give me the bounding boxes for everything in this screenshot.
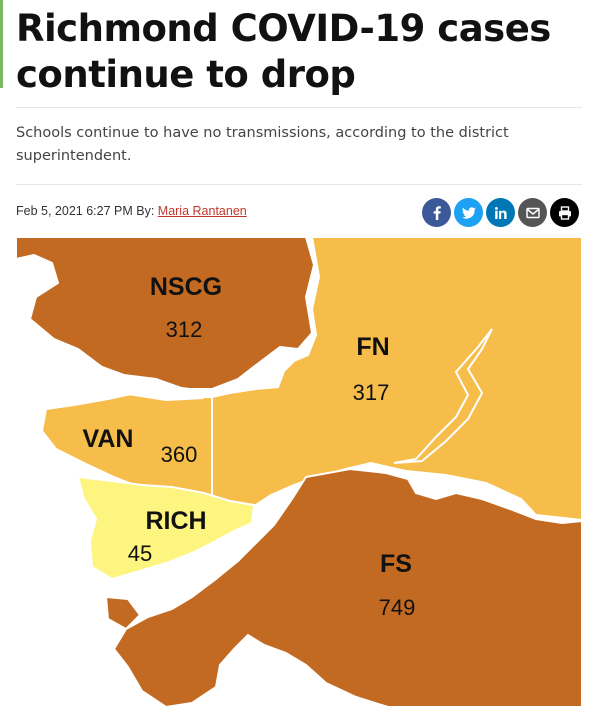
linkedin-share-button[interactable] <box>486 198 515 227</box>
article-headline: Richmond COVID-19 cases continue to drop <box>16 7 551 96</box>
linkedin-icon <box>494 206 507 219</box>
print-icon <box>558 205 571 220</box>
region-value-rich: 45 <box>128 541 152 566</box>
divider <box>16 184 582 185</box>
region-label-van: VAN <box>83 425 134 453</box>
twitter-share-button[interactable] <box>454 198 483 227</box>
region-label-nscg: NSCG <box>150 273 222 301</box>
water-channel <box>412 475 452 497</box>
divider <box>16 107 582 108</box>
accent-strip <box>0 0 3 88</box>
email-icon <box>525 207 540 218</box>
author-link[interactable]: Maria Rantanen <box>157 204 247 218</box>
region-fn <box>211 237 582 522</box>
facebook-icon <box>433 205 441 220</box>
region-label-rich: RICH <box>145 507 206 535</box>
region-nscg <box>16 237 316 390</box>
publish-date: Feb 5, 2021 6:27 PM <box>16 204 133 218</box>
region-label-fs: FS <box>380 550 412 578</box>
region-value-nscg: 312 <box>166 317 203 342</box>
byline: Feb 5, 2021 6:27 PM By: Maria Rantanen <box>16 204 247 218</box>
region-rich <box>76 475 256 581</box>
region-value-fs: 749 <box>379 595 416 620</box>
share-buttons <box>422 198 579 227</box>
facebook-share-button[interactable] <box>422 198 451 227</box>
region-fs <box>104 467 582 707</box>
map-labels: NSCG 312 FN 317 VAN 360 RICH 45 FS 749 <box>83 273 416 620</box>
region-value-fn: 317 <box>353 380 390 405</box>
region-map: NSCG 312 FN 317 VAN 360 RICH 45 FS 749 <box>16 237 582 707</box>
region-label-fn: FN <box>356 333 389 361</box>
article-subheadline: Schools continue to have no transmission… <box>16 125 509 164</box>
email-share-button[interactable] <box>518 198 547 227</box>
twitter-icon <box>461 206 476 219</box>
print-button[interactable] <box>550 198 579 227</box>
region-value-van: 360 <box>161 442 198 467</box>
water-inlet <box>128 377 204 401</box>
by-label: By: <box>136 204 155 218</box>
